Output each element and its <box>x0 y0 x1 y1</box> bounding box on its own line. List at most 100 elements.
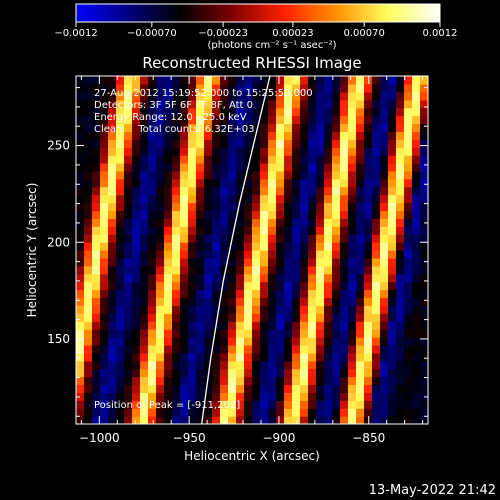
heatmap-cell <box>300 337 309 346</box>
heatmap-cell <box>100 186 109 196</box>
heatmap-cell <box>252 329 261 338</box>
heatmap-cell <box>204 297 213 306</box>
heatmap-cell <box>116 163 125 172</box>
heatmap-cell <box>260 107 269 117</box>
heatmap-cell <box>420 194 428 204</box>
heatmap-cell <box>340 416 349 424</box>
heatmap-cell <box>252 368 261 378</box>
heatmap-cell <box>172 368 181 378</box>
heatmap-cell <box>108 416 117 424</box>
heatmap-cell <box>340 321 349 330</box>
heatmap-cell <box>132 155 141 164</box>
heatmap-cell <box>108 265 117 275</box>
heatmap-cell <box>412 139 421 148</box>
heatmap-cell <box>404 123 413 132</box>
heatmap-cell <box>124 305 133 314</box>
heatmap-cell <box>204 416 213 424</box>
heatmap-cell <box>292 313 301 322</box>
heatmap-cell <box>380 186 389 196</box>
heatmap-cell <box>148 83 157 93</box>
heatmap-cell <box>276 273 285 283</box>
heatmap-cell <box>284 107 293 117</box>
heatmap-cell <box>116 99 125 109</box>
heatmap-cell <box>308 155 317 164</box>
heatmap-cell <box>340 139 349 148</box>
heatmap-cell <box>212 202 221 212</box>
heatmap-cell <box>404 384 413 393</box>
heatmap-cell <box>348 170 357 180</box>
heatmap-cell <box>396 305 405 314</box>
heatmap-cell <box>140 107 149 117</box>
heatmap-cell <box>324 123 333 132</box>
heatmap-cell <box>116 194 125 204</box>
heatmap-cell <box>364 107 373 117</box>
heatmap-cell <box>260 400 269 409</box>
heatmap-cell <box>244 297 253 306</box>
heatmap-cell <box>308 194 317 204</box>
heatmap-cell <box>316 194 325 204</box>
heatmap-cell <box>284 115 293 125</box>
heatmap-cell <box>212 186 221 196</box>
footer-timestamp: 13-May-2022 21:42 <box>369 483 496 498</box>
heatmap-cell <box>108 155 117 164</box>
heatmap-cell <box>220 257 229 267</box>
heatmap-cell <box>364 384 373 393</box>
heatmap-cell <box>292 265 301 275</box>
heatmap-cell <box>140 76 149 85</box>
heatmap-cell <box>300 384 309 393</box>
plot-frame <box>75 75 429 425</box>
heatmap-cell <box>172 83 181 93</box>
heatmap-cell <box>172 91 181 101</box>
heatmap-cell <box>148 281 157 291</box>
heatmap-cell <box>76 170 85 180</box>
heatmap-cell <box>364 123 373 132</box>
heatmap-cell <box>196 289 205 299</box>
heatmap-cell <box>92 91 101 101</box>
heatmap-cell <box>100 202 109 212</box>
heatmap-cell <box>188 337 197 346</box>
heatmap-cell <box>100 99 109 109</box>
heatmap-cell <box>212 265 221 275</box>
heatmap-cell <box>140 163 149 172</box>
heatmap-cell <box>300 321 309 330</box>
heatmap-cell <box>324 313 333 322</box>
heatmap-cell <box>220 265 229 275</box>
heatmap-cell <box>220 123 229 132</box>
heatmap-cell <box>276 83 285 93</box>
heatmap-cell <box>268 139 277 148</box>
heatmap-cell <box>100 218 109 227</box>
heatmap-cell <box>124 242 133 251</box>
heatmap-cell <box>412 83 421 93</box>
heatmap-cell <box>212 329 221 338</box>
heatmap-cell <box>396 170 405 180</box>
heatmap-cell <box>100 281 109 291</box>
heatmap-cell <box>268 321 277 330</box>
heatmap-cell <box>92 305 101 314</box>
heatmap-cell <box>364 376 373 386</box>
heatmap-cell <box>284 186 293 196</box>
heatmap-cell <box>364 313 373 322</box>
heatmap-cell <box>412 170 421 180</box>
heatmap-cell <box>116 392 125 401</box>
heatmap-cell <box>308 139 317 148</box>
heatmap-cell <box>420 321 428 330</box>
heatmap-cell <box>84 352 93 362</box>
heatmap-cell <box>108 313 117 322</box>
heatmap-cell <box>76 408 85 417</box>
heatmap-cell <box>236 91 245 101</box>
heatmap-cell <box>92 115 101 125</box>
heatmap-cell <box>276 305 285 314</box>
heatmap-cell <box>364 83 373 93</box>
heatmap-cell <box>236 186 245 196</box>
heatmap-cell <box>284 352 293 362</box>
heatmap-cell <box>308 76 317 85</box>
heatmap-cell <box>380 250 389 259</box>
heatmap-cell <box>116 265 125 275</box>
heatmap-cell <box>76 329 85 338</box>
heatmap-cell <box>140 337 149 346</box>
heatmap-cell <box>420 186 428 196</box>
heatmap-cell <box>356 123 365 132</box>
heatmap-cell <box>212 99 221 109</box>
heatmap-cell <box>124 194 133 204</box>
